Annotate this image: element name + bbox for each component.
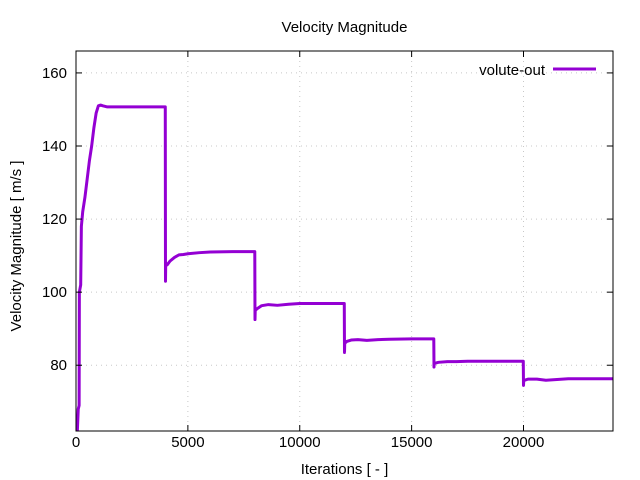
x-tick-label: 10000 — [279, 434, 321, 451]
grid-lines — [76, 51, 613, 431]
plot-frame — [75, 50, 614, 432]
legend: volute-out — [479, 62, 596, 79]
x-axis-label: Iterations [ - ] — [301, 461, 389, 478]
y-tick-label: 120 — [42, 211, 67, 228]
x-tick-label: 20000 — [503, 434, 545, 451]
y-tick-label: 160 — [42, 65, 67, 82]
legend-label-volute-out: volute-out — [479, 62, 546, 79]
chart-title: Velocity Magnitude — [282, 19, 408, 36]
y-axis-label: Velocity Magnitude [ m/s ] — [8, 161, 25, 332]
series-layer — [76, 103, 613, 431]
series-line-volute-out — [76, 103, 613, 431]
x-tick-label: 5000 — [171, 434, 204, 451]
tick-labels: 0 5000 10000 15000 20000 80 100 120 140 160 — [42, 65, 544, 451]
y-tick-label: 140 — [42, 138, 67, 155]
x-tick-label: 15000 — [391, 434, 433, 451]
x-tick-label: 0 — [72, 434, 80, 451]
axis-ticks — [75, 51, 613, 431]
y-tick-label: 100 — [42, 284, 67, 301]
y-tick-label: 80 — [50, 357, 67, 374]
